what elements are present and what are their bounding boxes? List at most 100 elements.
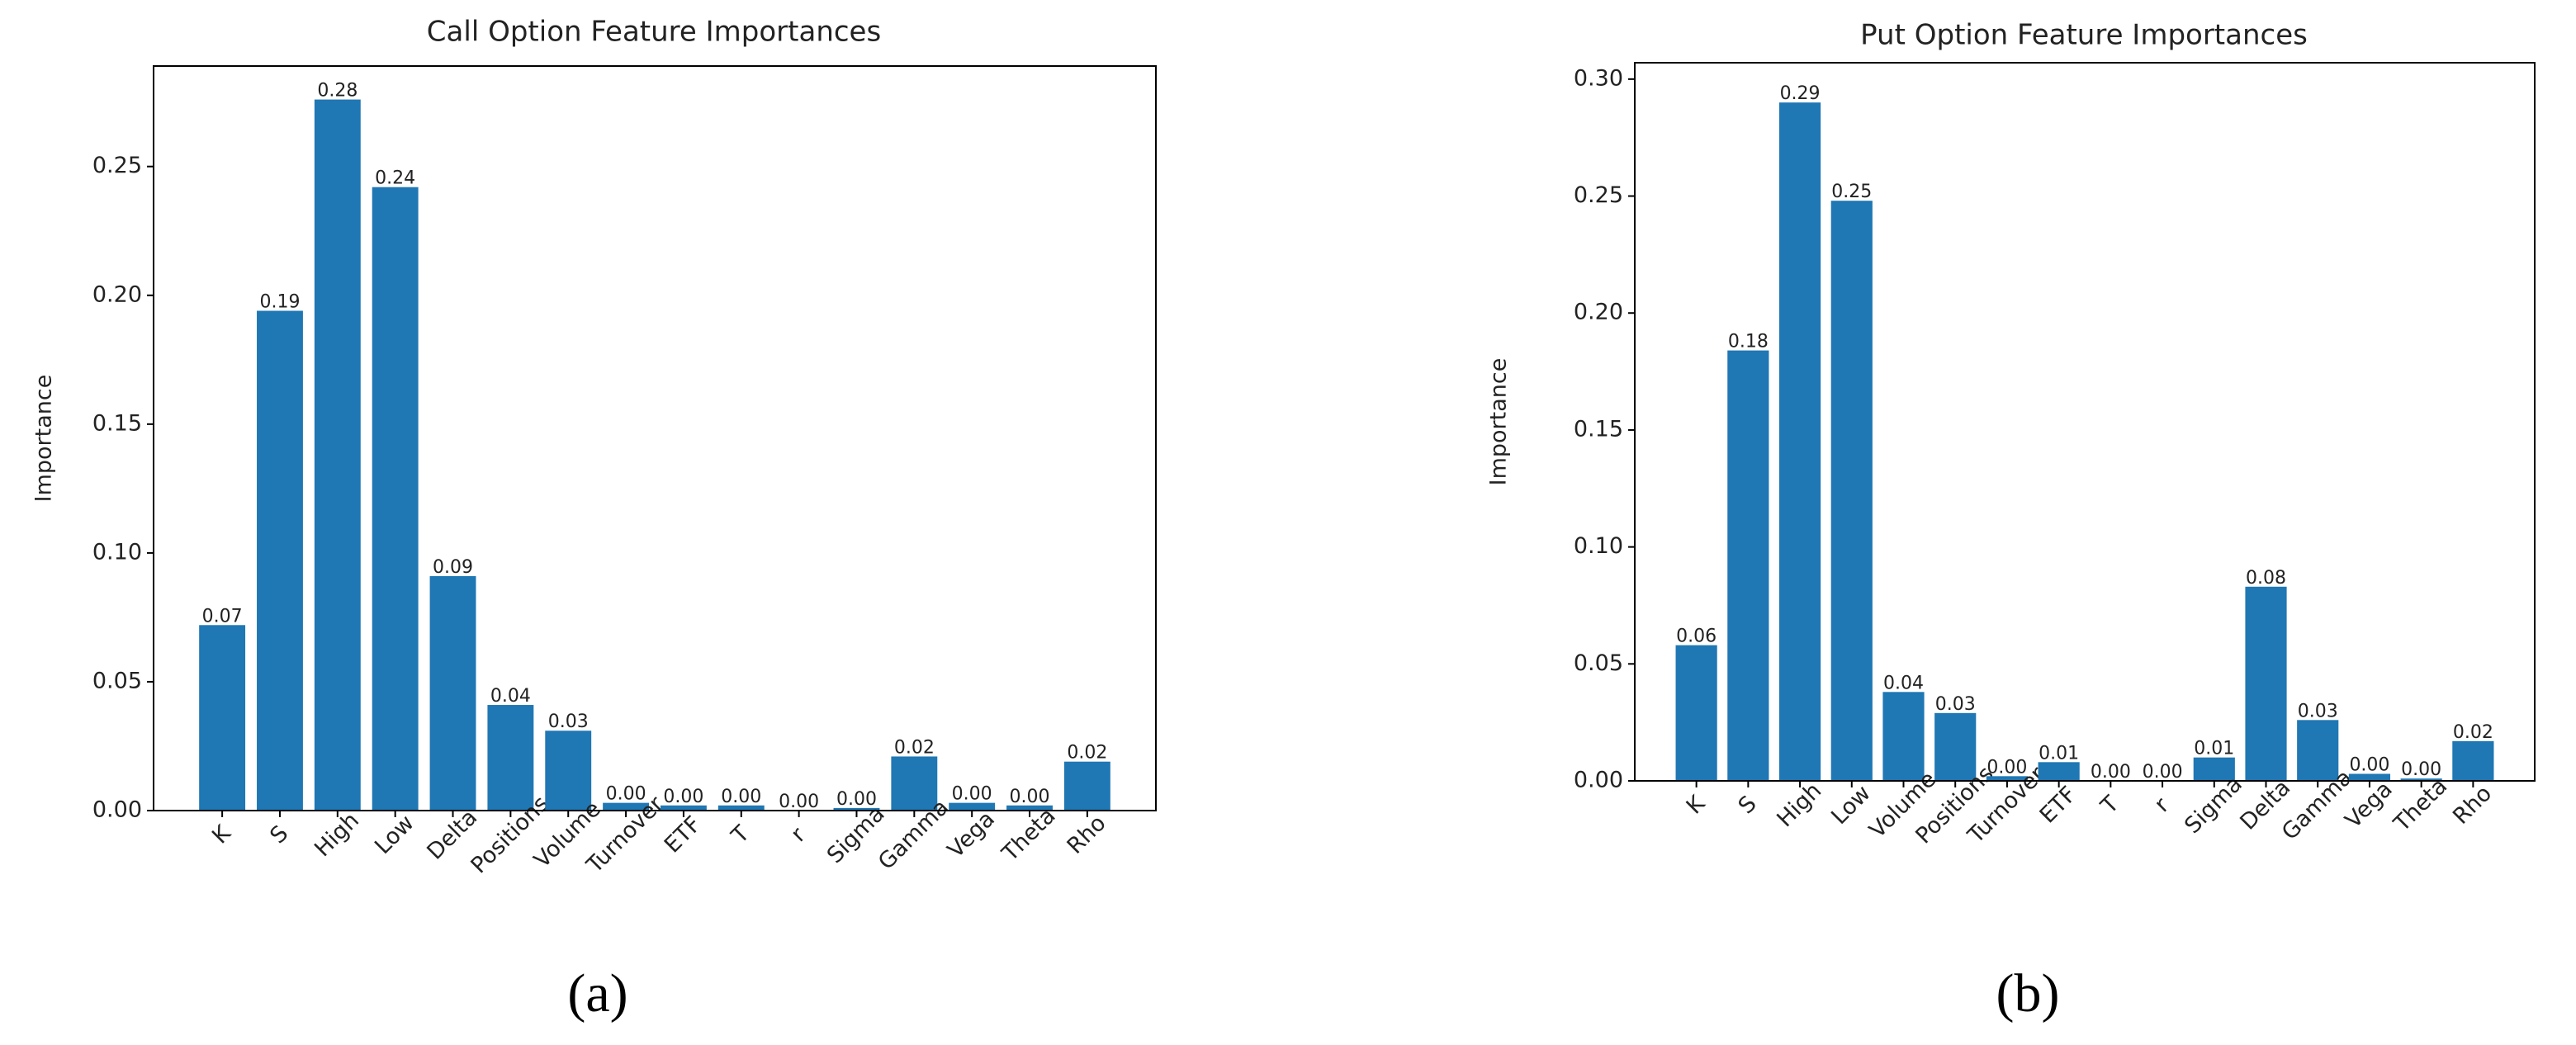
value-label: 0.08 [2246, 568, 2286, 589]
x-tick-label: Rho [1063, 811, 1111, 859]
y-tick-label: 0.20 [92, 281, 142, 307]
bar [2038, 762, 2080, 781]
bar [2400, 778, 2442, 781]
x-tick-label: High [1772, 778, 1826, 832]
axes-frame [153, 65, 1157, 811]
y-tick-label: 0.00 [92, 797, 142, 823]
bar [2245, 586, 2287, 781]
x-tick-label: Theta [2389, 773, 2452, 837]
bar [833, 807, 880, 811]
x-tick-label: S [265, 820, 293, 849]
x-tick-label: K [207, 820, 236, 849]
caption: (b) [1996, 963, 2060, 1024]
value-label: 0.04 [1883, 673, 1924, 693]
value-label: 0.24 [375, 168, 415, 189]
x-tick-label: r [786, 822, 811, 847]
bar [1882, 692, 1925, 781]
bar [314, 99, 361, 811]
y-axis-label: Importance [31, 375, 57, 503]
value-label: 0.00 [2091, 762, 2131, 783]
y-tick-label: 0.05 [1574, 650, 1623, 676]
value-label: 0.00 [1010, 787, 1050, 807]
bar [1727, 350, 1769, 781]
value-label: 0.06 [1676, 627, 1717, 647]
value-label: 0.00 [721, 787, 761, 807]
bar [372, 187, 419, 811]
bar [1006, 805, 1053, 811]
axes-frame [1634, 62, 2536, 782]
bar [949, 802, 996, 811]
bar [199, 625, 246, 811]
value-label: 0.02 [2453, 722, 2493, 743]
x-tick-label: K [1682, 790, 1711, 819]
y-axis-label: Importance [1486, 358, 1512, 486]
bar [1675, 645, 1717, 781]
bar [429, 575, 476, 811]
x-tick-label: S [1734, 791, 1762, 819]
value-label: 0.00 [2349, 754, 2389, 775]
value-label: 0.03 [1935, 694, 1976, 715]
value-label: 0.01 [2039, 743, 2079, 764]
x-tick-label: T [727, 820, 755, 849]
bar [257, 310, 303, 811]
bar [603, 802, 650, 811]
value-label: 0.19 [259, 292, 300, 313]
bar [1934, 712, 1977, 781]
value-label: 0.02 [894, 737, 935, 758]
value-label: 0.00 [836, 789, 877, 810]
value-label: 0.00 [1986, 757, 2027, 778]
x-tick-label: ETF [2035, 782, 2082, 829]
chart-title: Put Option Feature Importances [1860, 19, 2308, 52]
y-tick-label: 0.30 [1574, 65, 1623, 91]
x-tick-label: Low [370, 811, 419, 860]
value-label: 0.01 [2194, 739, 2234, 759]
value-label: 0.02 [1067, 743, 1107, 764]
y-tick-label: 0.25 [92, 153, 142, 178]
x-tick-label: ETF [660, 811, 707, 858]
value-label: 0.04 [490, 686, 531, 707]
value-label: 0.03 [2298, 701, 2338, 721]
x-tick-label: High [310, 807, 364, 862]
value-label: 0.00 [2143, 762, 2183, 783]
y-tick-label: 0.10 [1574, 533, 1623, 559]
value-label: 0.00 [952, 784, 992, 805]
bar [487, 705, 534, 811]
value-label: 0.28 [317, 81, 358, 102]
y-tick-label: 0.00 [1574, 768, 1623, 793]
bar [1830, 201, 1873, 781]
bar [1778, 102, 1821, 781]
bar [2348, 773, 2391, 781]
bar [891, 756, 938, 811]
caption: (a) [567, 963, 627, 1024]
bar [1063, 761, 1110, 811]
bar [1986, 776, 2029, 781]
value-label: 0.09 [433, 557, 473, 578]
x-tick-label: Theta [997, 803, 1060, 867]
y-tick-label: 0.25 [1574, 182, 1623, 208]
value-label: 0.25 [1831, 182, 1872, 202]
y-tick-label: 0.20 [1574, 300, 1623, 325]
bar [660, 805, 707, 811]
y-tick-label: 0.05 [92, 668, 142, 693]
bar [2297, 720, 2339, 781]
value-label: 0.03 [548, 712, 589, 732]
value-label: 0.07 [202, 606, 243, 627]
value-label: 0.00 [663, 787, 703, 807]
value-label: 0.00 [2401, 759, 2441, 780]
value-label: 0.00 [606, 784, 646, 805]
x-tick-label: T [2095, 791, 2124, 820]
value-label: 0.29 [1780, 83, 1821, 104]
y-tick-label: 0.15 [1574, 416, 1623, 442]
bar [545, 731, 592, 811]
y-tick-label: 0.10 [92, 539, 142, 565]
bar [717, 805, 765, 811]
value-label: 0.18 [1728, 332, 1769, 352]
x-tick-label: Rho [2448, 781, 2497, 830]
x-tick-label: r [2149, 792, 2174, 817]
y-tick-label: 0.15 [92, 410, 142, 436]
bar [2452, 740, 2494, 781]
chart-title: Call Option Feature Importances [427, 16, 881, 49]
bar [2193, 757, 2235, 781]
value-label: 0.00 [779, 792, 819, 812]
